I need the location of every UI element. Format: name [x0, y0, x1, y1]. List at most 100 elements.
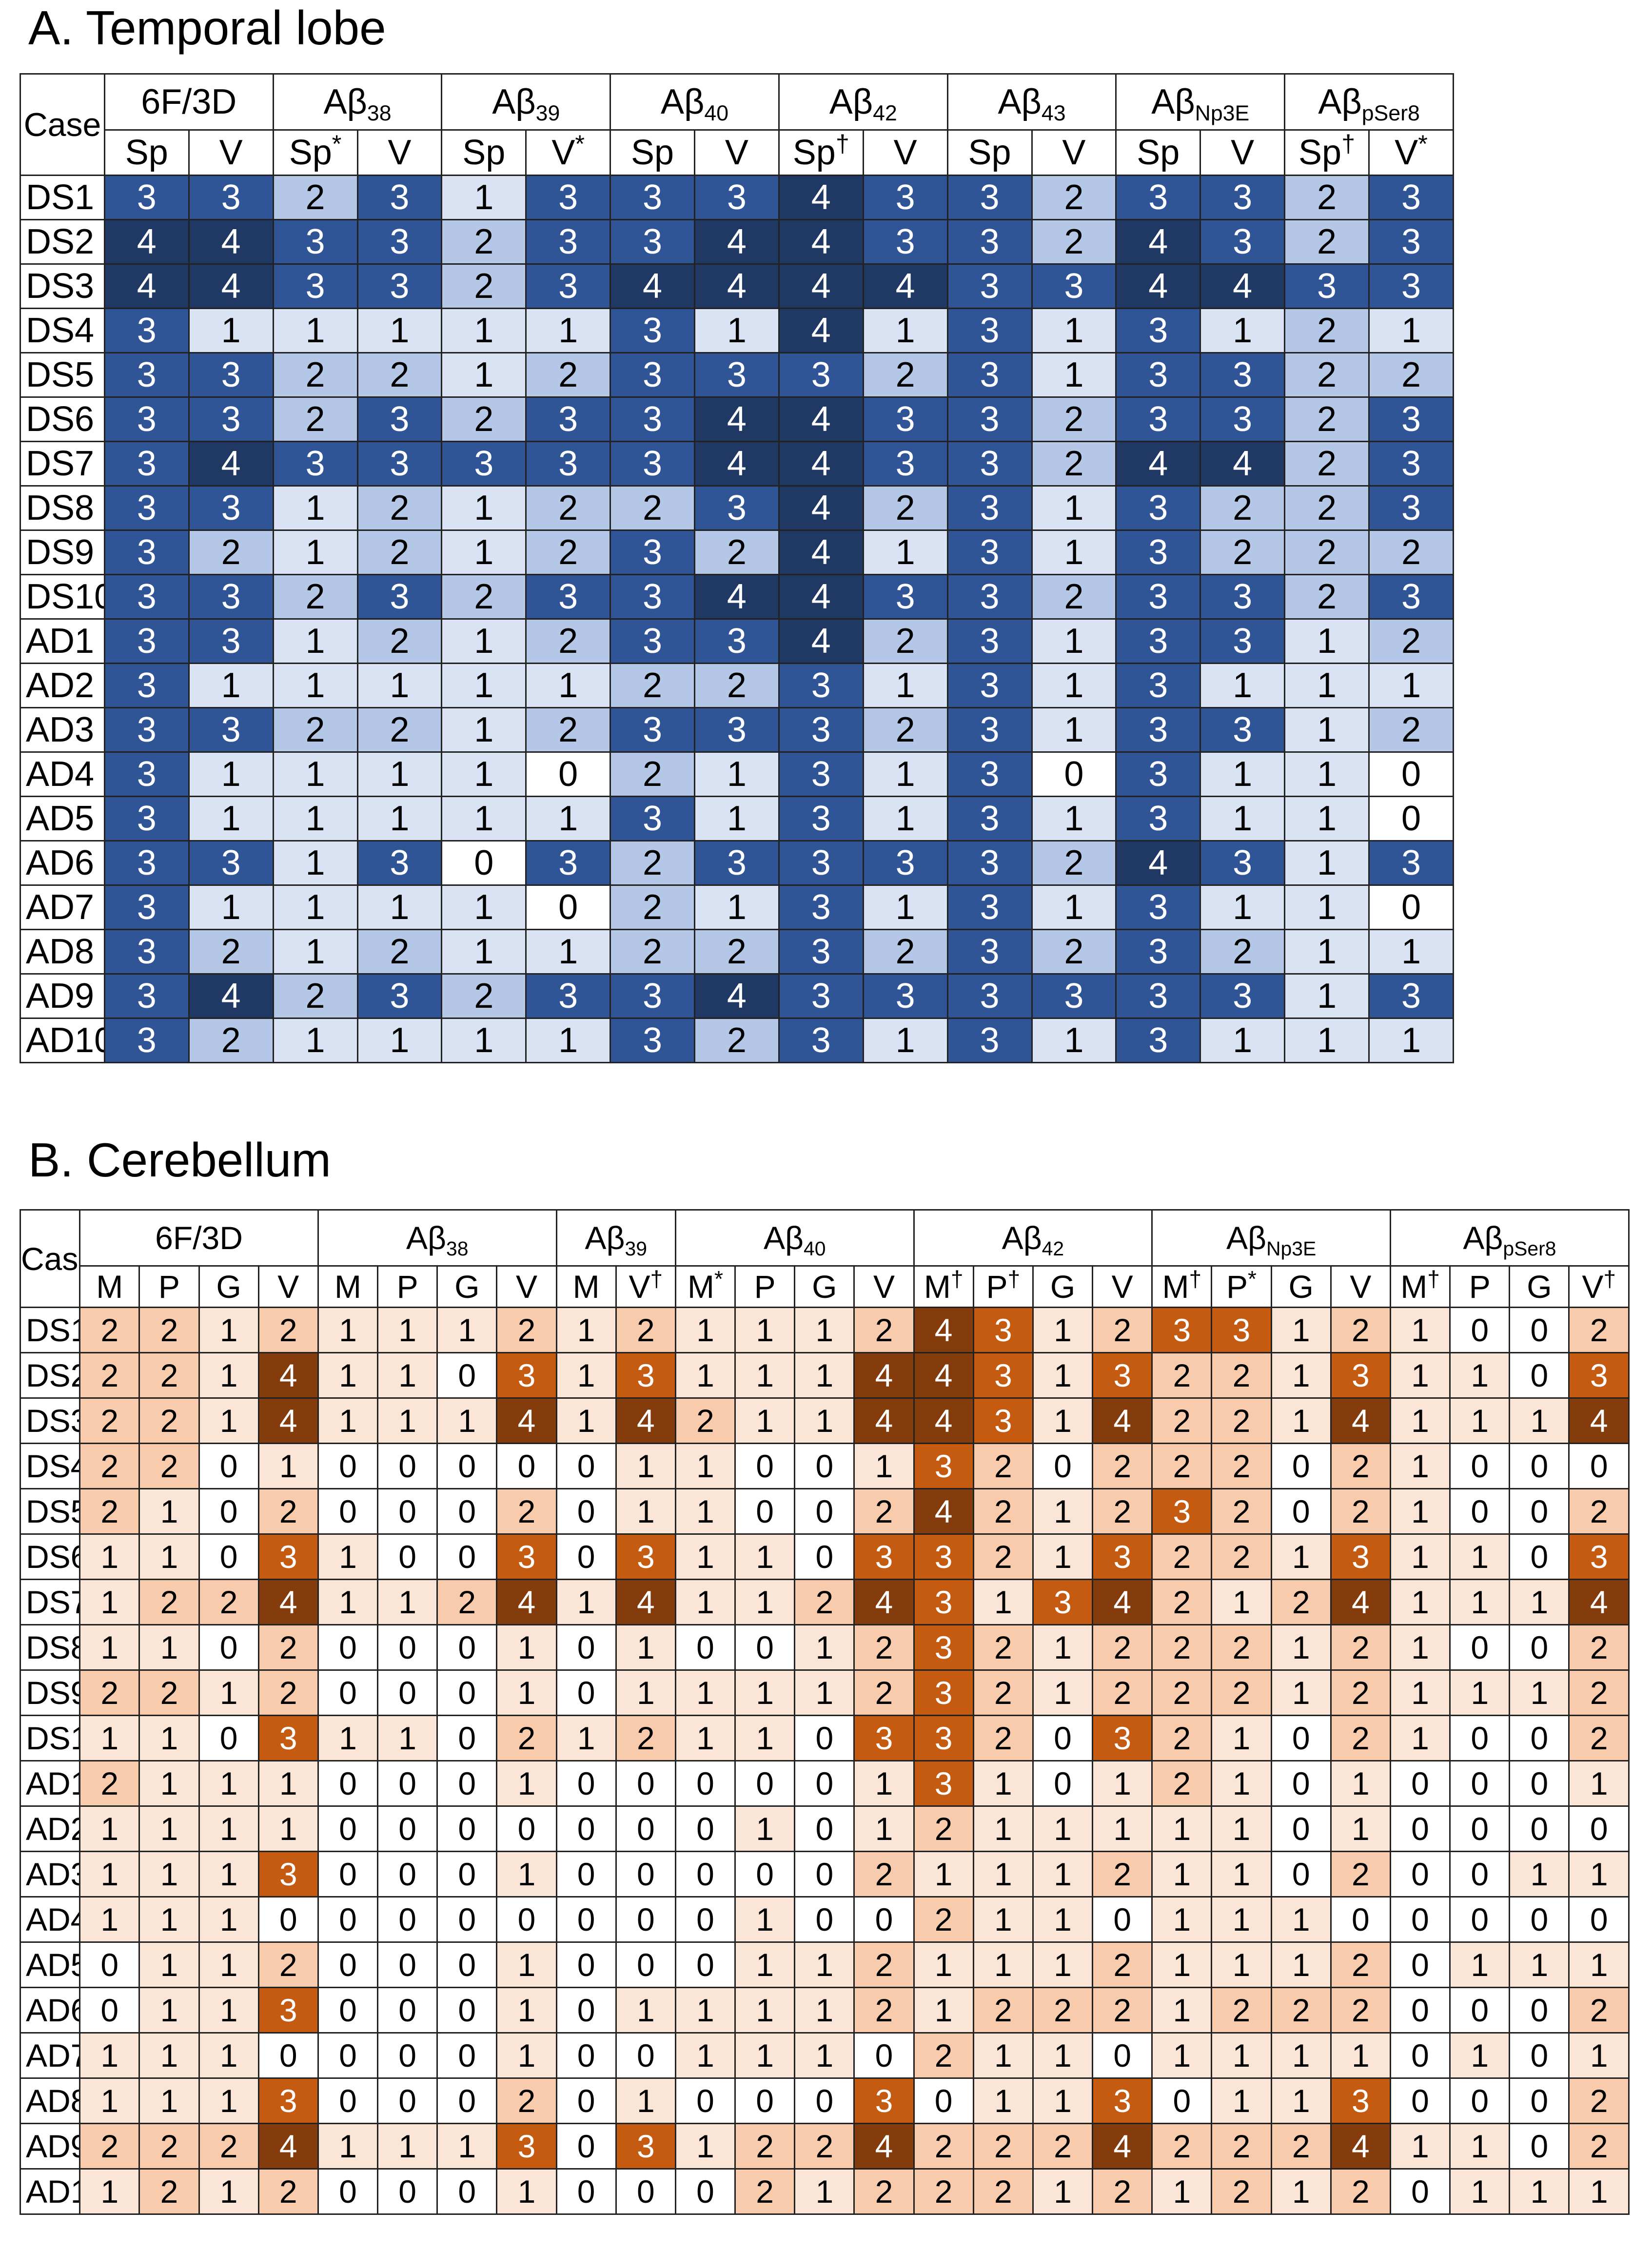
score-cell: 2	[1270, 1579, 1332, 1625]
score-cell: 3	[1200, 574, 1286, 620]
score-cell: 3	[257, 2077, 319, 2124]
score-cell: 1	[853, 1760, 915, 1807]
score-cell: 3	[610, 352, 695, 398]
score-cell: 0	[555, 2168, 617, 2215]
score-cell: 1	[198, 1669, 259, 1716]
score-cell: 0	[555, 1533, 617, 1580]
score-cell: 1	[1389, 1669, 1451, 1716]
score-cell: 0	[615, 1896, 676, 1943]
score-cell: 4	[694, 263, 780, 309]
score-cell: 0	[1032, 1443, 1094, 1489]
score-cell: 1	[1509, 1669, 1570, 1716]
subcolumn-header: V†	[615, 1265, 676, 1308]
score-cell: 3	[525, 175, 611, 220]
score-cell: 2	[1270, 1987, 1332, 2034]
score-cell: 1	[555, 1352, 617, 1399]
score-cell: 1	[1389, 2123, 1451, 2170]
table-row: AD211110000000101211111010000	[19, 1805, 1630, 1852]
subcolumn-header: G	[436, 1265, 498, 1308]
score-cell: 0	[1270, 1715, 1332, 1761]
score-cell: 2	[972, 2168, 1034, 2215]
score-cell: 3	[946, 751, 1033, 797]
score-cell: 1	[441, 485, 527, 531]
score-cell: 3	[1368, 840, 1454, 886]
score-cell: 0	[1449, 1760, 1511, 1807]
case-label: AD10	[20, 1017, 105, 1063]
score-cell: 3	[972, 1397, 1034, 1444]
score-cell: 0	[1568, 1443, 1630, 1489]
score-cell: 2	[79, 1669, 140, 1716]
score-cell: 1	[525, 929, 611, 975]
score-cell: 0	[436, 1760, 498, 1807]
group-header-label: Aβ	[323, 82, 367, 121]
score-cell: 3	[1115, 929, 1201, 975]
score-cell: 0	[794, 1533, 855, 1580]
score-cell: 1	[1284, 929, 1370, 975]
score-cell: 1	[377, 1307, 438, 1353]
score-cell: 3	[610, 219, 695, 265]
score-cell: 2	[1368, 529, 1454, 575]
score-cell: 3	[615, 1533, 676, 1580]
score-cell: 0	[794, 1805, 855, 1852]
score-cell: 1	[138, 1533, 200, 1580]
score-cell: 1	[1568, 2168, 1630, 2215]
score-cell: 1	[496, 1624, 557, 1671]
score-cell: 1	[79, 1624, 140, 1671]
case-label: AD6	[20, 840, 105, 886]
case-label: AD7	[19, 2032, 81, 2079]
score-cell: 4	[853, 1352, 915, 1399]
table-row: AD7 3 1 1 1 1 0 2 1 3 1 3 1 3 1 1 0	[20, 884, 1454, 930]
score-cell: 3	[946, 219, 1033, 265]
significance-mark: †	[1189, 1266, 1202, 1291]
subcolumn-label: V	[388, 133, 412, 172]
score-cell: 3	[862, 175, 948, 220]
score-cell: 2	[188, 529, 274, 575]
score-cell: 0	[1568, 1896, 1630, 1943]
score-cell: 1	[1270, 1941, 1332, 1988]
score-cell: 3	[778, 796, 864, 841]
score-cell: 0	[1449, 1715, 1511, 1761]
group-header: AβpSer8	[1284, 73, 1454, 131]
score-cell: 2	[1211, 1488, 1272, 1535]
score-cell: 2	[1031, 219, 1117, 265]
score-cell: 4	[496, 1397, 557, 1444]
score-cell: 2	[1568, 2123, 1630, 2170]
score-cell: 3	[1368, 973, 1454, 1019]
score-cell: 2	[972, 1533, 1034, 1580]
score-cell: 0	[1449, 1896, 1511, 1943]
score-cell: 1	[272, 884, 358, 930]
score-cell: 1	[1270, 2032, 1332, 2079]
score-cell: 1	[1509, 1851, 1570, 1898]
panel-a-title: A. Temporal lobe	[28, 1, 386, 55]
subcolumn-header: V*	[525, 129, 611, 176]
score-cell: 3	[972, 1307, 1034, 1353]
score-cell: 0	[436, 1851, 498, 1898]
score-cell: 3	[1151, 1307, 1213, 1353]
score-cell: 4	[103, 263, 190, 309]
score-cell: 2	[1330, 1715, 1391, 1761]
score-cell: 2	[1211, 1397, 1272, 1444]
case-label: AD6	[19, 1987, 81, 2034]
score-cell: 1	[1389, 1533, 1451, 1580]
score-cell: 3	[525, 219, 611, 265]
score-cell: 1	[1200, 308, 1286, 353]
group-header-subscript: 39	[625, 1237, 647, 1260]
score-cell: 1	[1449, 1941, 1511, 1988]
score-cell: 3	[615, 1352, 676, 1399]
score-cell: 2	[1284, 441, 1370, 487]
score-cell: 0	[317, 2032, 379, 2079]
score-cell: 2	[79, 1352, 140, 1399]
score-cell: 1	[1368, 929, 1454, 975]
subcolumn-header: V	[853, 1265, 915, 1308]
score-cell: 1	[272, 663, 358, 708]
score-cell: 1	[734, 1941, 796, 1988]
subcolumn-header: G	[1509, 1265, 1570, 1308]
subcolumn-label: G	[216, 1269, 241, 1305]
score-cell: 4	[1115, 840, 1201, 886]
case-label: DS6	[19, 1533, 81, 1580]
score-cell: 0	[377, 1805, 438, 1852]
group-header-label: Aβ	[1318, 82, 1362, 121]
score-cell: 2	[1284, 219, 1370, 265]
score-cell: 1	[1449, 1669, 1511, 1716]
score-cell: 1	[317, 1715, 379, 1761]
